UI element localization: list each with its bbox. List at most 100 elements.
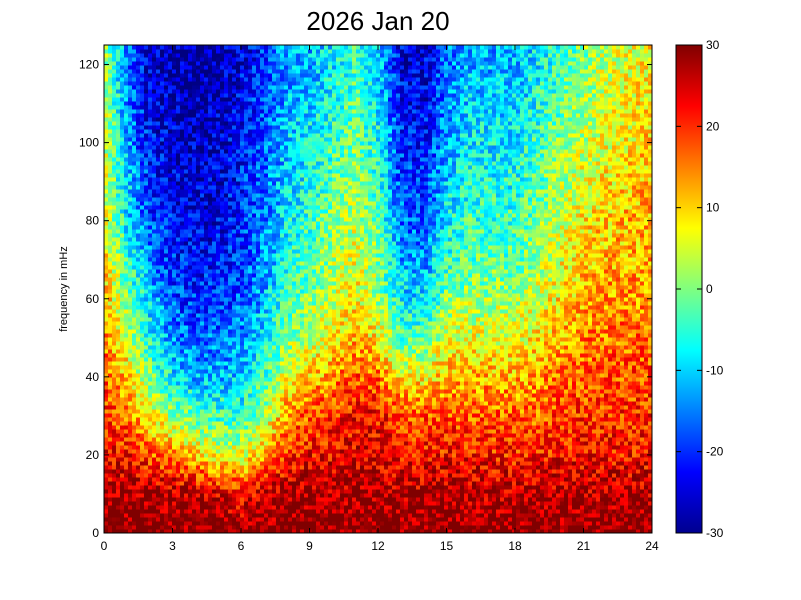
heatmap-cell — [292, 505, 297, 510]
heatmap-cell — [340, 457, 345, 462]
heatmap-cell — [128, 465, 133, 470]
heatmap-cell — [456, 445, 461, 450]
heatmap-cell — [292, 517, 297, 522]
heatmap-cell — [352, 473, 357, 478]
heatmap-cell — [552, 505, 557, 510]
heatmap-cell — [180, 397, 185, 402]
heatmap-cell — [244, 449, 249, 454]
heatmap-cell — [592, 437, 597, 442]
heatmap-cell — [144, 421, 149, 426]
heatmap-cell — [488, 485, 493, 490]
heatmap-cell — [592, 493, 597, 498]
heatmap-cell — [500, 485, 505, 490]
heatmap-cell — [340, 489, 345, 494]
heatmap-cell — [436, 413, 441, 418]
heatmap-cell — [312, 489, 317, 494]
heatmap-cell — [272, 441, 277, 446]
heatmap-cell — [428, 481, 433, 486]
heatmap-cell — [624, 517, 629, 522]
heatmap-cell — [640, 437, 645, 442]
heatmap-cell — [264, 389, 269, 394]
heatmap-cell — [228, 385, 233, 390]
heatmap-cell — [348, 417, 353, 422]
heatmap-cell — [380, 437, 385, 442]
heatmap-cell — [492, 413, 497, 418]
heatmap-cell — [312, 409, 317, 414]
heatmap-cell — [368, 417, 373, 422]
heatmap-cell — [388, 421, 393, 426]
heatmap-cell — [480, 413, 485, 418]
heatmap-cell — [320, 409, 325, 414]
heatmap-cell — [128, 437, 133, 442]
heatmap-cell — [404, 521, 409, 526]
heatmap-cell — [148, 529, 153, 534]
heatmap-cell — [112, 473, 117, 478]
heatmap-cell — [288, 469, 293, 474]
heatmap-cell — [444, 469, 449, 474]
heatmap-cell — [288, 509, 293, 514]
heatmap-cell — [460, 465, 465, 470]
heatmap-cell — [560, 525, 565, 530]
heatmap-cell — [332, 481, 337, 486]
heatmap-cell — [464, 497, 469, 502]
heatmap-cell — [540, 509, 545, 514]
heatmap-cell — [572, 409, 577, 414]
heatmap-cell — [572, 513, 577, 518]
heatmap-cell — [220, 393, 225, 398]
heatmap-cell — [136, 465, 141, 470]
heatmap-cell — [424, 401, 429, 406]
heatmap-cell — [344, 485, 349, 490]
heatmap-cell — [232, 449, 237, 454]
heatmap-cell — [356, 389, 361, 394]
heatmap-cell — [580, 449, 585, 454]
heatmap-cell — [200, 469, 205, 474]
heatmap-cell — [256, 453, 261, 458]
heatmap-cell — [300, 465, 305, 470]
heatmap-cell — [104, 505, 109, 510]
heatmap-cell — [548, 509, 553, 514]
heatmap-cell — [516, 437, 521, 442]
heatmap-cell — [552, 473, 557, 478]
heatmap-cell — [424, 453, 429, 458]
heatmap-cell — [296, 485, 301, 490]
heatmap-cell — [304, 453, 309, 458]
heatmap-cell — [308, 441, 313, 446]
heatmap-cell — [484, 473, 489, 478]
heatmap-cell — [320, 501, 325, 506]
heatmap-cell — [376, 509, 381, 514]
heatmap-cell — [596, 509, 601, 514]
heatmap-cell — [348, 437, 353, 442]
heatmap-cell — [268, 417, 273, 422]
heatmap-cell — [340, 393, 345, 398]
heatmap-cell — [600, 437, 605, 442]
heatmap-cell — [428, 461, 433, 466]
heatmap-cell — [348, 421, 353, 426]
heatmap-cell — [380, 465, 385, 470]
heatmap-cell — [284, 441, 289, 446]
heatmap-cell — [108, 401, 113, 406]
heatmap-cell — [448, 505, 453, 510]
heatmap-cell — [432, 429, 437, 434]
heatmap-cell — [396, 397, 401, 402]
heatmap-cell — [480, 389, 485, 394]
heatmap-cell — [140, 469, 145, 474]
heatmap-cell — [548, 389, 553, 394]
heatmap-cell — [232, 465, 237, 470]
heatmap-cell — [112, 489, 117, 494]
heatmap-cell — [428, 453, 433, 458]
heatmap-cell — [176, 409, 181, 414]
heatmap-cell — [632, 393, 637, 398]
heatmap-cell — [364, 485, 369, 490]
heatmap-cell — [632, 461, 637, 466]
heatmap-cell — [336, 405, 341, 410]
heatmap-cell — [232, 409, 237, 414]
heatmap-cell — [472, 521, 477, 526]
heatmap-cell — [544, 525, 549, 530]
heatmap-cell — [172, 465, 177, 470]
heatmap-cell — [568, 429, 573, 434]
heatmap-cell — [124, 429, 129, 434]
heatmap-cell — [604, 501, 609, 506]
heatmap-cell — [280, 465, 285, 470]
heatmap-cell — [376, 441, 381, 446]
